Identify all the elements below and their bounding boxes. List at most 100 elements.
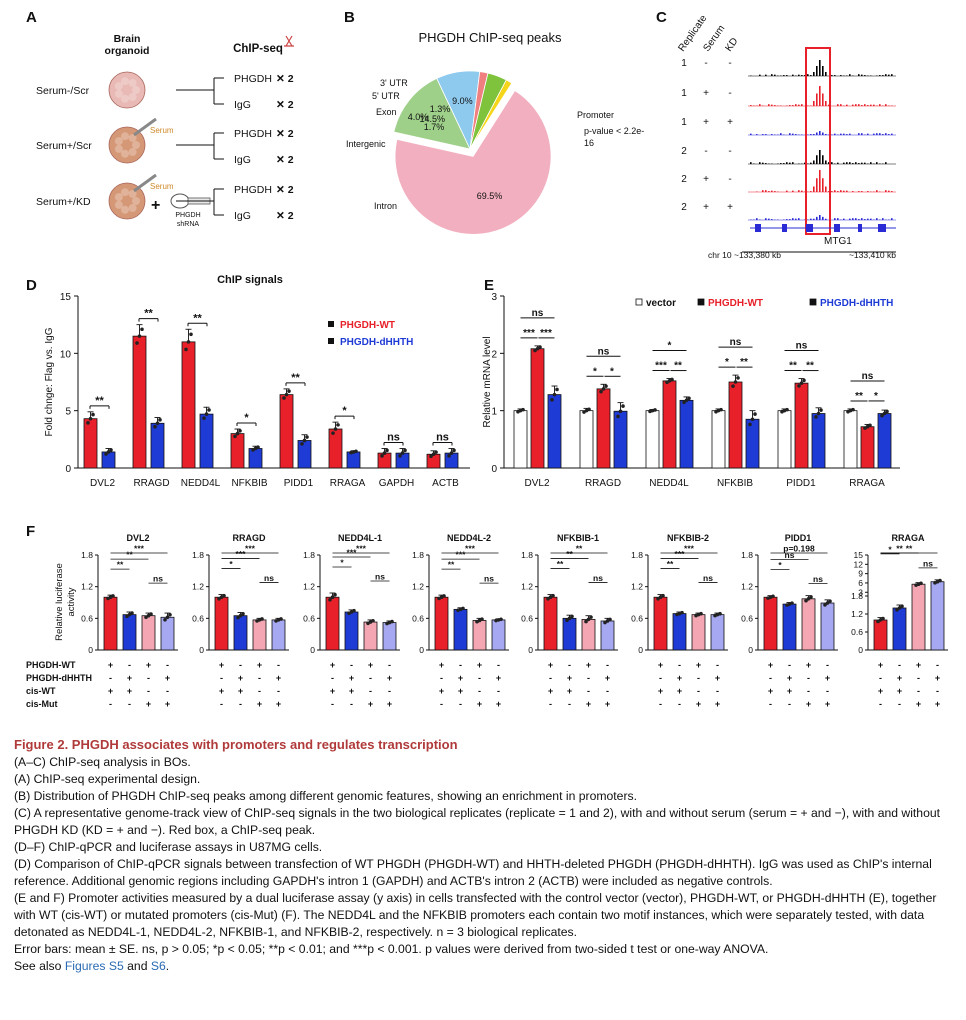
data-point bbox=[882, 411, 887, 416]
signal-bar bbox=[810, 75, 812, 76]
data-point bbox=[434, 450, 438, 454]
condition-label: Serum-/Scr bbox=[36, 85, 90, 97]
signal-bar bbox=[771, 190, 773, 192]
data-point bbox=[589, 615, 593, 619]
condition-sign: + bbox=[935, 673, 940, 683]
condition-sign: - bbox=[606, 686, 609, 696]
caption-see-also: See also Figures S5 and S6. bbox=[14, 958, 954, 975]
caption-line: Error bars: mean ± SE. ns, p > 0.05; *p … bbox=[14, 942, 769, 956]
condition-label: Serum+/Scr bbox=[36, 140, 92, 152]
data-point bbox=[222, 593, 226, 598]
signal-bar bbox=[879, 104, 881, 106]
condition-sign: - bbox=[807, 686, 810, 696]
condition-sign: - bbox=[936, 686, 939, 696]
target-label: PHGDH bbox=[234, 184, 272, 196]
data-point bbox=[260, 617, 264, 621]
bar-phgdh-wt bbox=[728, 381, 743, 469]
data-point bbox=[279, 617, 283, 621]
significance-label: * bbox=[244, 412, 249, 424]
condition-sign: - bbox=[568, 699, 571, 709]
data-point bbox=[885, 409, 889, 414]
data-point bbox=[184, 347, 188, 352]
bar bbox=[600, 620, 615, 651]
signal-bar bbox=[858, 191, 860, 192]
data-point bbox=[586, 617, 591, 622]
exon-block bbox=[806, 224, 813, 232]
bar bbox=[325, 596, 340, 651]
bar-phgdh-dhhth bbox=[297, 440, 312, 469]
bar bbox=[820, 602, 835, 651]
data-point bbox=[449, 451, 454, 455]
signal-bar bbox=[819, 131, 821, 135]
data-point bbox=[149, 612, 153, 616]
figure-s6-link[interactable]: S6 bbox=[150, 959, 166, 973]
data-point bbox=[305, 435, 309, 439]
figures-s5-link[interactable]: Figures S5 bbox=[64, 959, 124, 973]
bar bbox=[233, 615, 248, 651]
condition-sign: - bbox=[478, 673, 481, 683]
significance-label: ns bbox=[593, 573, 603, 583]
significance-label: ** bbox=[906, 544, 913, 554]
legend-marker bbox=[809, 298, 817, 306]
bar bbox=[453, 608, 468, 651]
data-point bbox=[336, 423, 340, 427]
condition-sign: - bbox=[331, 699, 334, 709]
data-point bbox=[429, 454, 433, 459]
slice-label: 3' UTR bbox=[380, 78, 408, 88]
condition-sign: - bbox=[388, 660, 391, 670]
signal-bar bbox=[843, 190, 845, 192]
track-value: - bbox=[728, 146, 731, 157]
signal-bar bbox=[858, 163, 860, 164]
data-point bbox=[555, 387, 559, 392]
condition-sign: - bbox=[716, 686, 719, 696]
data-point bbox=[256, 445, 260, 449]
target-label: IgG bbox=[234, 99, 251, 111]
data-point bbox=[111, 594, 115, 598]
data-point bbox=[130, 611, 134, 615]
condition-sign: + bbox=[567, 673, 572, 683]
data-point bbox=[480, 617, 484, 621]
organoid-icon bbox=[108, 126, 146, 164]
data-point bbox=[447, 454, 451, 458]
data-point bbox=[806, 597, 811, 601]
condition-sign: + bbox=[349, 686, 354, 696]
significance-label: ** bbox=[806, 361, 814, 372]
panel-letter-d: D bbox=[26, 277, 37, 294]
panel-d: D ChIP signals 0 5 10 15 Fold chnge: Flag vs. … bbox=[26, 274, 470, 489]
y-tick-label: 2 bbox=[491, 349, 497, 360]
data-point bbox=[699, 611, 703, 616]
signal-bar bbox=[771, 134, 773, 135]
signal-bar bbox=[801, 75, 803, 76]
condition-sign: - bbox=[659, 699, 662, 709]
bar bbox=[691, 614, 706, 651]
condition-sign: - bbox=[440, 699, 443, 709]
organoid-texture bbox=[114, 193, 123, 202]
panel-title: RRAGA bbox=[892, 533, 925, 543]
condition-sign: + bbox=[878, 686, 883, 696]
track-value: - bbox=[728, 88, 731, 99]
signal-bar bbox=[783, 163, 785, 164]
track-value: 2 bbox=[681, 202, 687, 213]
data-point bbox=[851, 407, 855, 412]
condition-sign: + bbox=[787, 673, 792, 683]
data-point bbox=[86, 421, 90, 425]
x-tick-label: RRAGD bbox=[585, 478, 621, 489]
bar-phgdh-dhhth bbox=[199, 413, 214, 469]
significance-label: *** bbox=[347, 548, 358, 558]
condition-sign: - bbox=[879, 673, 882, 683]
condition-sign: + bbox=[276, 673, 281, 683]
condition-sign: + bbox=[787, 686, 792, 696]
y-tick-label: 1.8 bbox=[412, 550, 424, 560]
signal-bar bbox=[843, 162, 845, 164]
data-point bbox=[499, 617, 503, 622]
condition-sign: + bbox=[238, 673, 243, 683]
slice-label: Intergenic bbox=[346, 139, 386, 149]
condition-sign: + bbox=[458, 673, 463, 683]
chart-title: PHGDH ChIP-seq peaks bbox=[418, 30, 562, 45]
data-point bbox=[287, 389, 291, 393]
y-tick-label: 0.6 bbox=[81, 613, 93, 623]
data-point bbox=[189, 332, 193, 337]
significance-label: * bbox=[778, 560, 782, 570]
panel-b: B PHGDH ChIP-seq peaks 69.5% Promoter 14.5% I… bbox=[344, 9, 644, 235]
data-point bbox=[521, 407, 525, 412]
